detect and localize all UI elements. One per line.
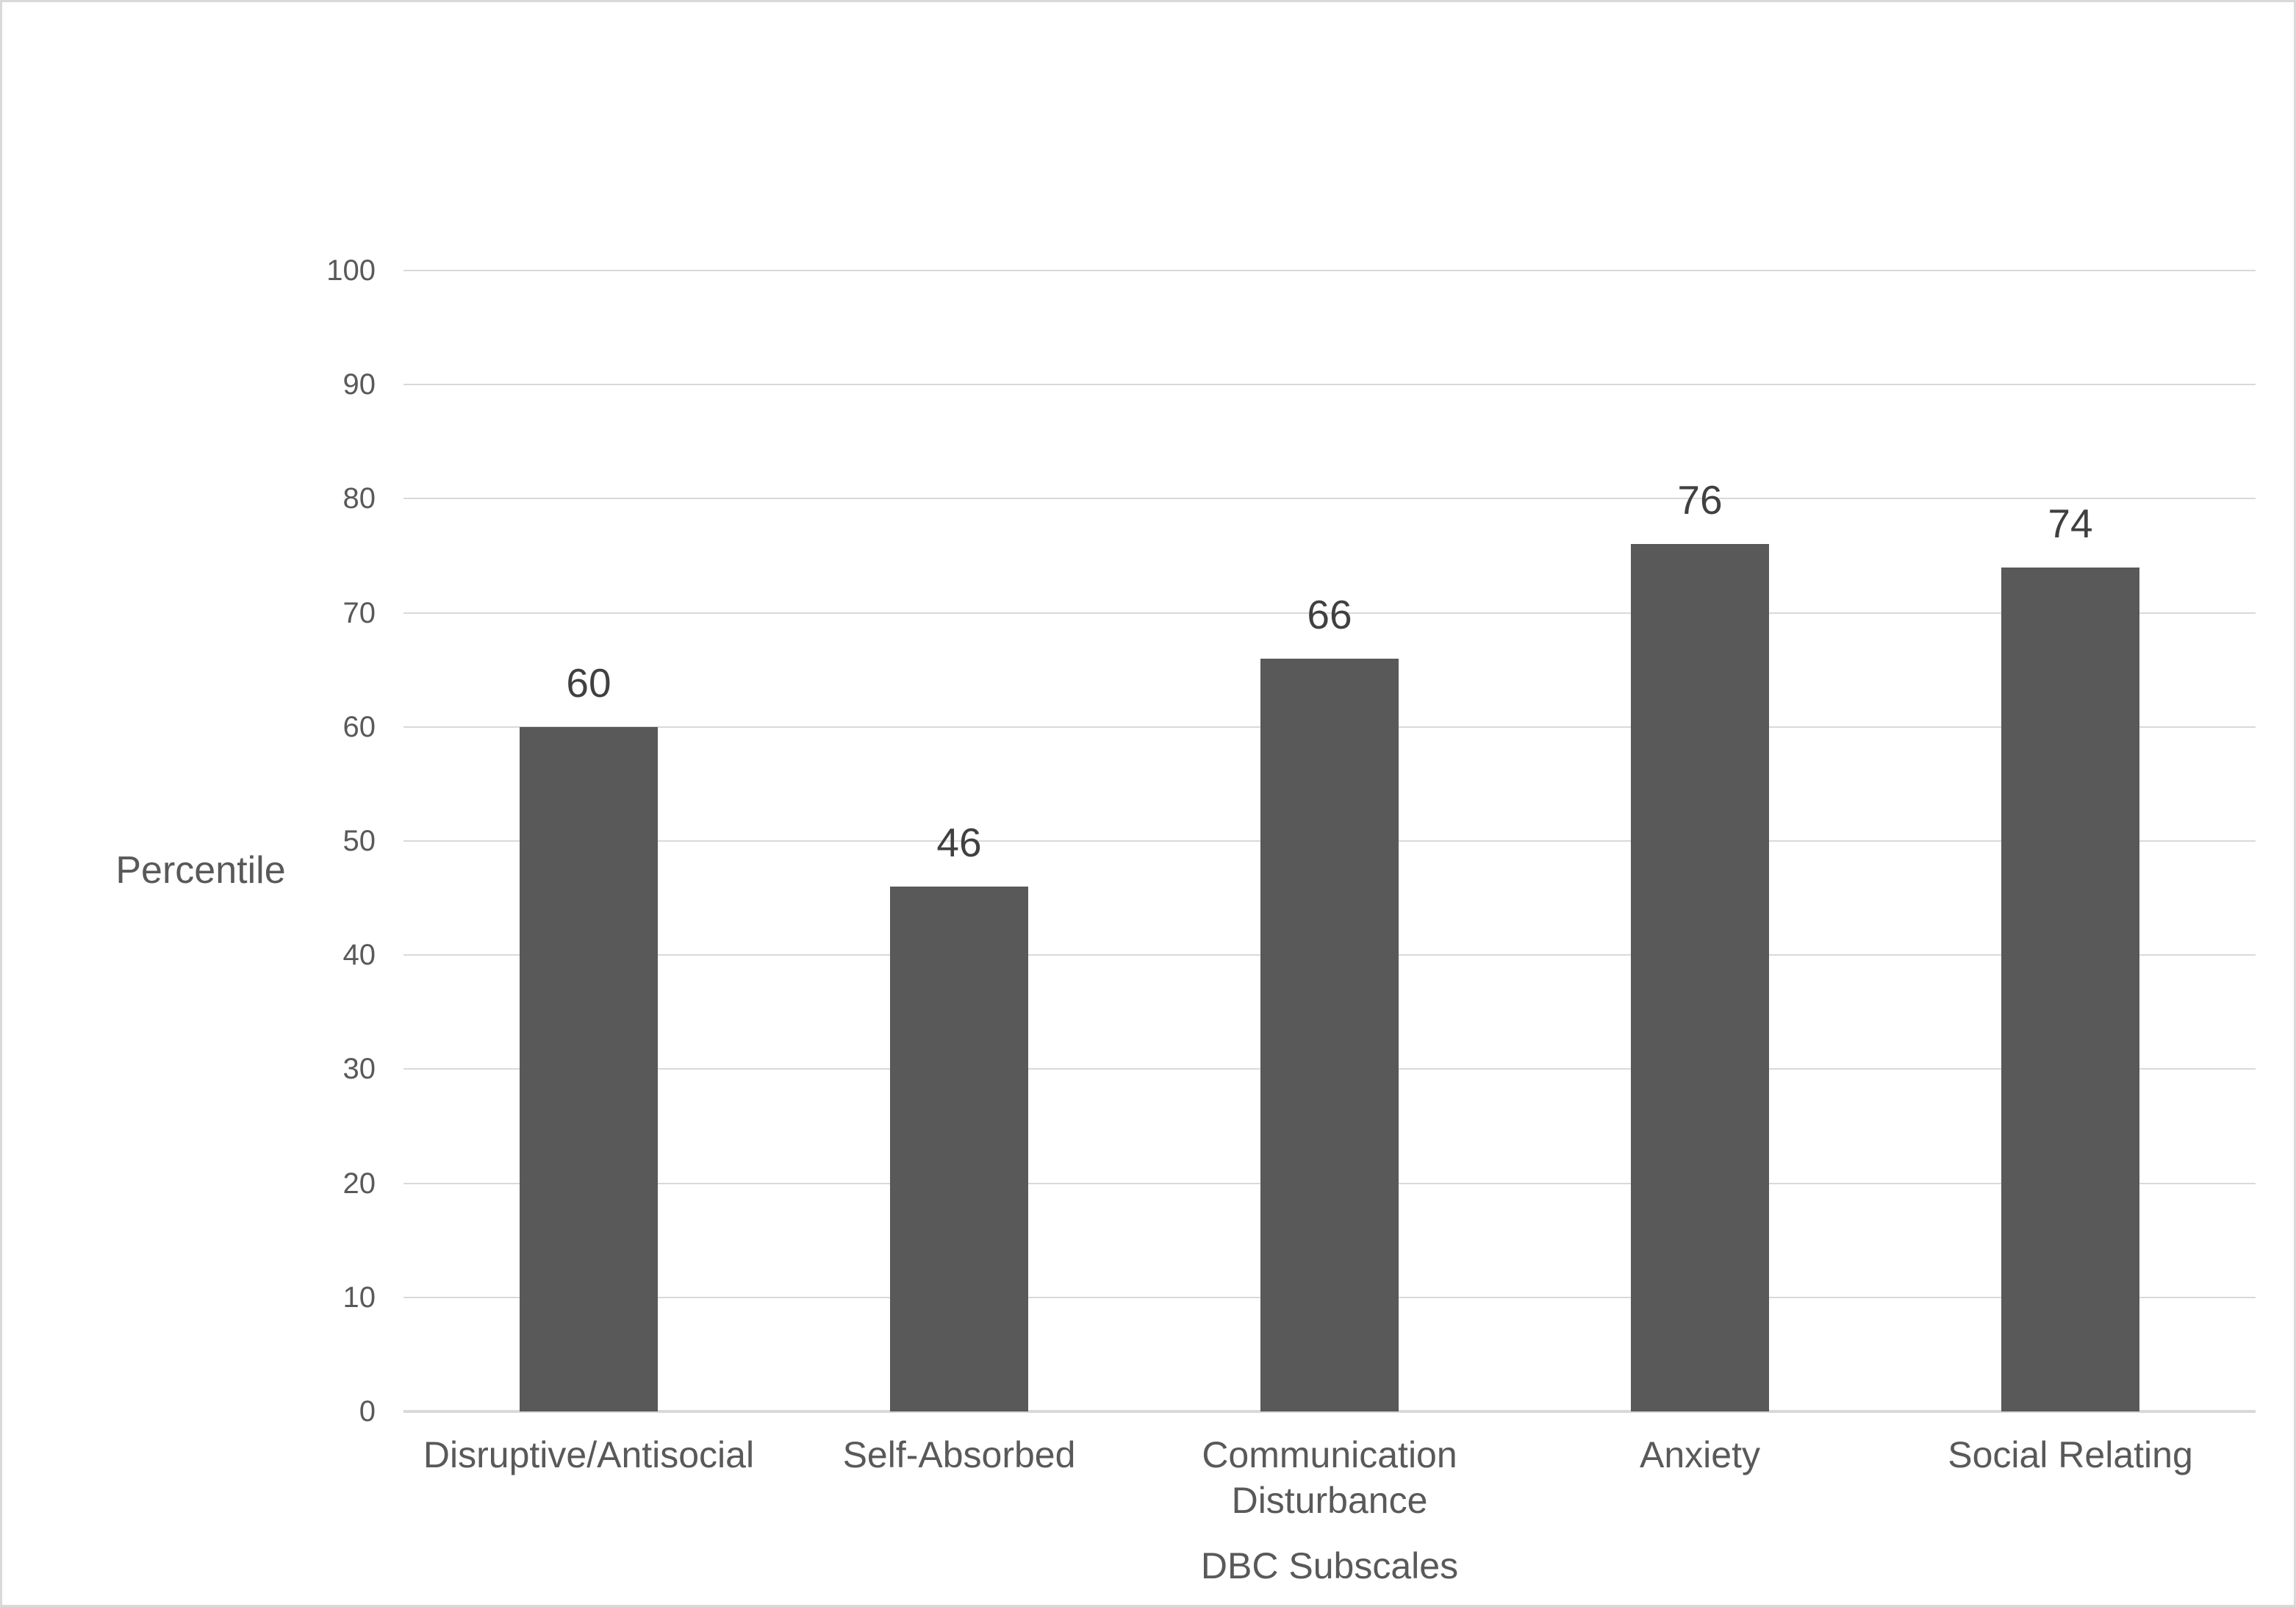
x-axis-line [403,1410,2256,1413]
y-axis-tick-label: 0 [359,1395,376,1428]
category-label: Communication Disturbance [1202,1434,1457,1521]
category-label: Disruptive/Antisocial [423,1434,755,1475]
bar [1260,658,1399,1411]
y-axis-tick-label: 60 [342,710,376,743]
gridline [403,498,2256,500]
y-axis-tick-label: 90 [342,368,376,401]
category-label: Self-Absorbed [842,1434,1076,1475]
gridline [403,270,2256,271]
bar [890,887,1028,1411]
y-axis-tick-label: 80 [342,482,376,515]
y-axis-tick-label: 100 [326,254,376,287]
bar-value-label: 66 [1307,591,1352,637]
y-axis-tick-label: 50 [342,825,376,857]
bar-value-label: 46 [936,820,982,866]
y-axis-tick-label: 30 [342,1053,376,1086]
bar [520,726,658,1411]
bar-value-label: 60 [566,659,611,706]
x-axis-title: DBC Subscales [1200,1545,1459,1586]
y-axis-tick-label: 10 [342,1281,376,1314]
y-axis-tick-label: 40 [342,939,376,972]
bar-value-label: 74 [2048,500,2093,546]
gridline [403,384,2256,386]
bar-value-label: 76 [1677,477,1723,523]
category-label: Social Relating [1948,1434,2193,1475]
y-axis-tick-label: 20 [342,1167,376,1200]
y-axis-tick-label: 70 [342,596,376,629]
y-axis-title: Percentile [115,849,286,892]
bar [2001,567,2139,1411]
gridline [403,612,2256,614]
bar [1631,544,1769,1411]
category-label: Anxiety [1640,1434,1760,1475]
